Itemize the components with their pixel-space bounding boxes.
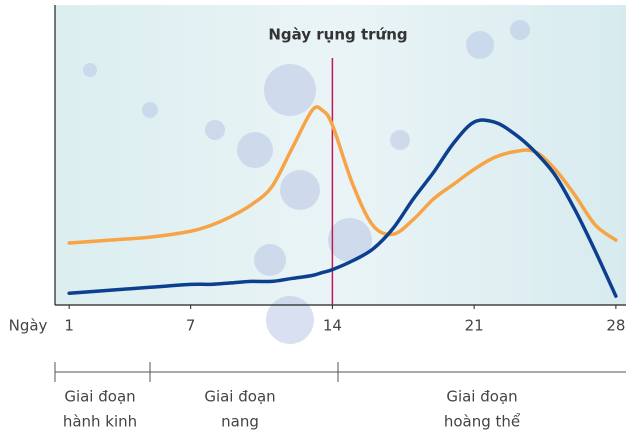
phase-label: Giai đoạn	[204, 388, 275, 406]
phase-label: Giai đoạn	[446, 388, 517, 406]
x-tick-label: 14	[323, 317, 342, 335]
phase-label: nang	[221, 413, 259, 431]
phase-label: hành kinh	[63, 413, 137, 431]
phase-axis	[55, 362, 626, 382]
phase-label: Giai đoạn	[64, 388, 135, 406]
phase-label: hoàng thể	[444, 413, 521, 431]
x-tick-label: 28	[606, 317, 625, 335]
chart: Ngày rụng trứng Ngày 1 7 14 21 28 Giai đoạn hà…	[0, 0, 626, 435]
x-axis-label: Ngày	[9, 317, 48, 335]
chart-title: Ngày rụng trứng	[268, 26, 407, 44]
x-tick-label: 21	[465, 317, 484, 335]
x-tick-label: 7	[186, 317, 196, 335]
x-tick-label: 1	[64, 317, 74, 335]
